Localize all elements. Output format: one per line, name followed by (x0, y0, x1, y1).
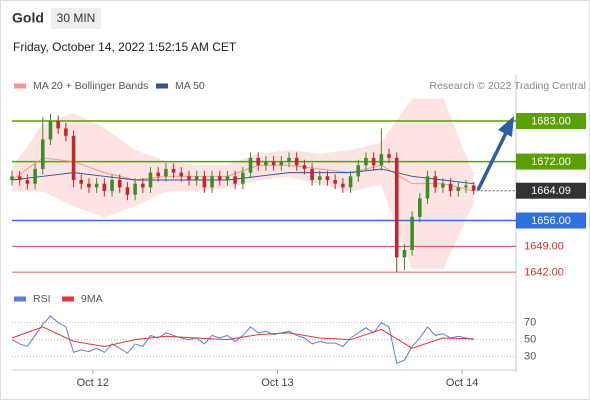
candle-body (94, 183, 99, 188)
candle-body (25, 180, 30, 184)
candle-body (133, 183, 137, 195)
last-price-box (516, 182, 586, 199)
candle-body (341, 183, 345, 188)
interval: 30 MIN (57, 11, 96, 25)
source: Research © 2022 Trading Central (429, 80, 586, 92)
level-box (516, 113, 586, 130)
y-tick-label: 30 (524, 351, 536, 363)
candle-body (418, 198, 422, 217)
forecast-arrowhead (498, 116, 514, 137)
candle-body (279, 161, 284, 166)
candle-body (179, 172, 184, 177)
timestamp: Friday, October 14, 2022 1:52:15 AM CET (13, 40, 237, 54)
candle-body (79, 180, 84, 184)
candle-body (456, 187, 461, 192)
level-box (516, 153, 586, 170)
candle-body (217, 176, 222, 180)
candle-body (164, 168, 168, 177)
candle-body (287, 157, 291, 162)
interval-box (51, 8, 101, 29)
legend-label: RSI (33, 293, 51, 305)
candle-body (202, 176, 207, 188)
candle-body (40, 139, 45, 169)
indicator-line (11, 315, 474, 365)
candle-body (110, 180, 114, 192)
candle-body (117, 180, 122, 188)
candle-body (64, 128, 68, 136)
y-tick-label: 50 (524, 334, 536, 346)
y-tick-label: 70 (524, 317, 536, 329)
candle-body (87, 183, 91, 188)
level-label: 1683.00 (531, 115, 571, 127)
candle-body (425, 176, 430, 199)
candle-body (433, 176, 438, 188)
symbol: Gold (12, 10, 44, 26)
candle-body (233, 176, 237, 184)
candle-body (379, 154, 384, 166)
legend-swatch (14, 83, 26, 89)
legend-label: MA 50 (175, 80, 205, 92)
legend-label: 9MA (81, 293, 103, 305)
legend-swatch (156, 83, 168, 89)
candle-body (464, 185, 468, 188)
indicator-line (11, 326, 474, 349)
candle-body (302, 165, 307, 169)
candle-body (410, 216, 414, 250)
level-box (516, 212, 586, 229)
candle-body (156, 172, 160, 177)
candle-body (394, 157, 399, 258)
candle-body (356, 165, 361, 177)
candle-body (448, 183, 453, 192)
candle-body (194, 176, 199, 180)
candle-body (317, 176, 322, 180)
candle-body (248, 157, 253, 173)
candle-body (471, 185, 476, 191)
candle-body (264, 161, 268, 166)
candle-body (294, 157, 299, 166)
candle-body (171, 168, 176, 173)
level-label: 1672.00 (531, 156, 571, 168)
bollinger-band (73, 113, 105, 217)
candle-body (187, 176, 191, 180)
candle-body (125, 187, 130, 195)
legend-swatch (62, 296, 74, 302)
plot: 1683.00 1672.00 1656.00 1649.00 1642.00 1664.… (10, 80, 586, 389)
candle-body (10, 176, 14, 180)
level-label: 1656.00 (531, 215, 571, 227)
x-tick-label: Oct 13 (261, 377, 293, 389)
candle-body (33, 168, 37, 184)
candle-body (17, 176, 22, 180)
level-label: 1642.00 (524, 267, 564, 279)
candle-body (225, 176, 230, 180)
candle-body (348, 176, 353, 188)
candle-body (333, 180, 337, 184)
candle-body (48, 121, 53, 140)
candle-body (371, 157, 376, 166)
candle-body (271, 161, 276, 166)
candle-body (310, 168, 314, 180)
last-price-label: 1664.09 (531, 185, 571, 197)
candle-body (387, 154, 391, 158)
candle-body (141, 183, 145, 188)
candle-body (241, 172, 245, 184)
candle-body (441, 183, 445, 188)
candle-body (210, 176, 214, 188)
candle-body (102, 183, 107, 192)
candle-body (402, 250, 407, 258)
candle-body (325, 176, 330, 180)
x-tick-label: Oct 12 (77, 377, 109, 389)
level-label: 1649.00 (524, 241, 564, 253)
legend-swatch (14, 296, 26, 302)
candle-body (56, 121, 60, 129)
x-tick-label: Oct 14 (446, 377, 478, 389)
candle-body (71, 135, 76, 180)
candle-body (364, 157, 368, 166)
candle-body (256, 157, 261, 166)
candle-body (148, 172, 153, 188)
legend-label: MA 20 + Bollinger Bands (33, 80, 148, 92)
forecast-arrow (476, 132, 508, 191)
